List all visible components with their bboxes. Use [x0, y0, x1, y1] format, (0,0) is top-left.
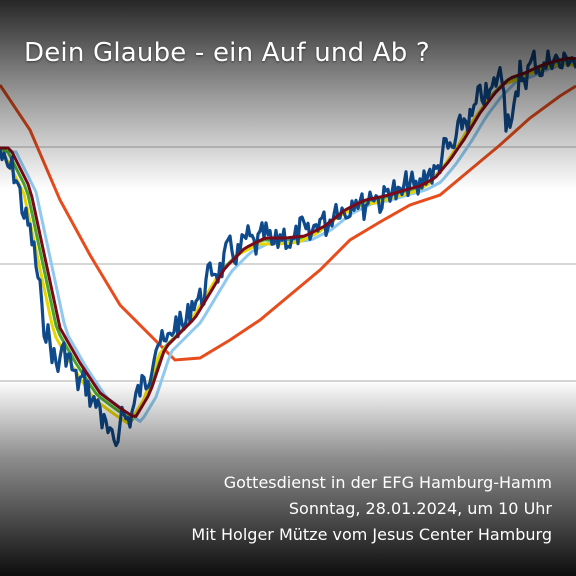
event-line-service: Gottesdienst in der EFG Hamburg-Hamm: [223, 473, 552, 492]
event-line-speaker: Mit Holger Mütze vom Jesus Center Hambur…: [191, 525, 552, 544]
poster-title: Dein Glaube - ein Auf und Ab ?: [24, 38, 430, 68]
event-info: Gottesdienst in der EFG Hamburg-Hamm Son…: [191, 470, 552, 548]
top-shade: [0, 0, 576, 190]
event-line-date: Sonntag, 28.01.2024, um 10 Uhr: [288, 499, 552, 518]
bottom-shade: [0, 380, 576, 576]
